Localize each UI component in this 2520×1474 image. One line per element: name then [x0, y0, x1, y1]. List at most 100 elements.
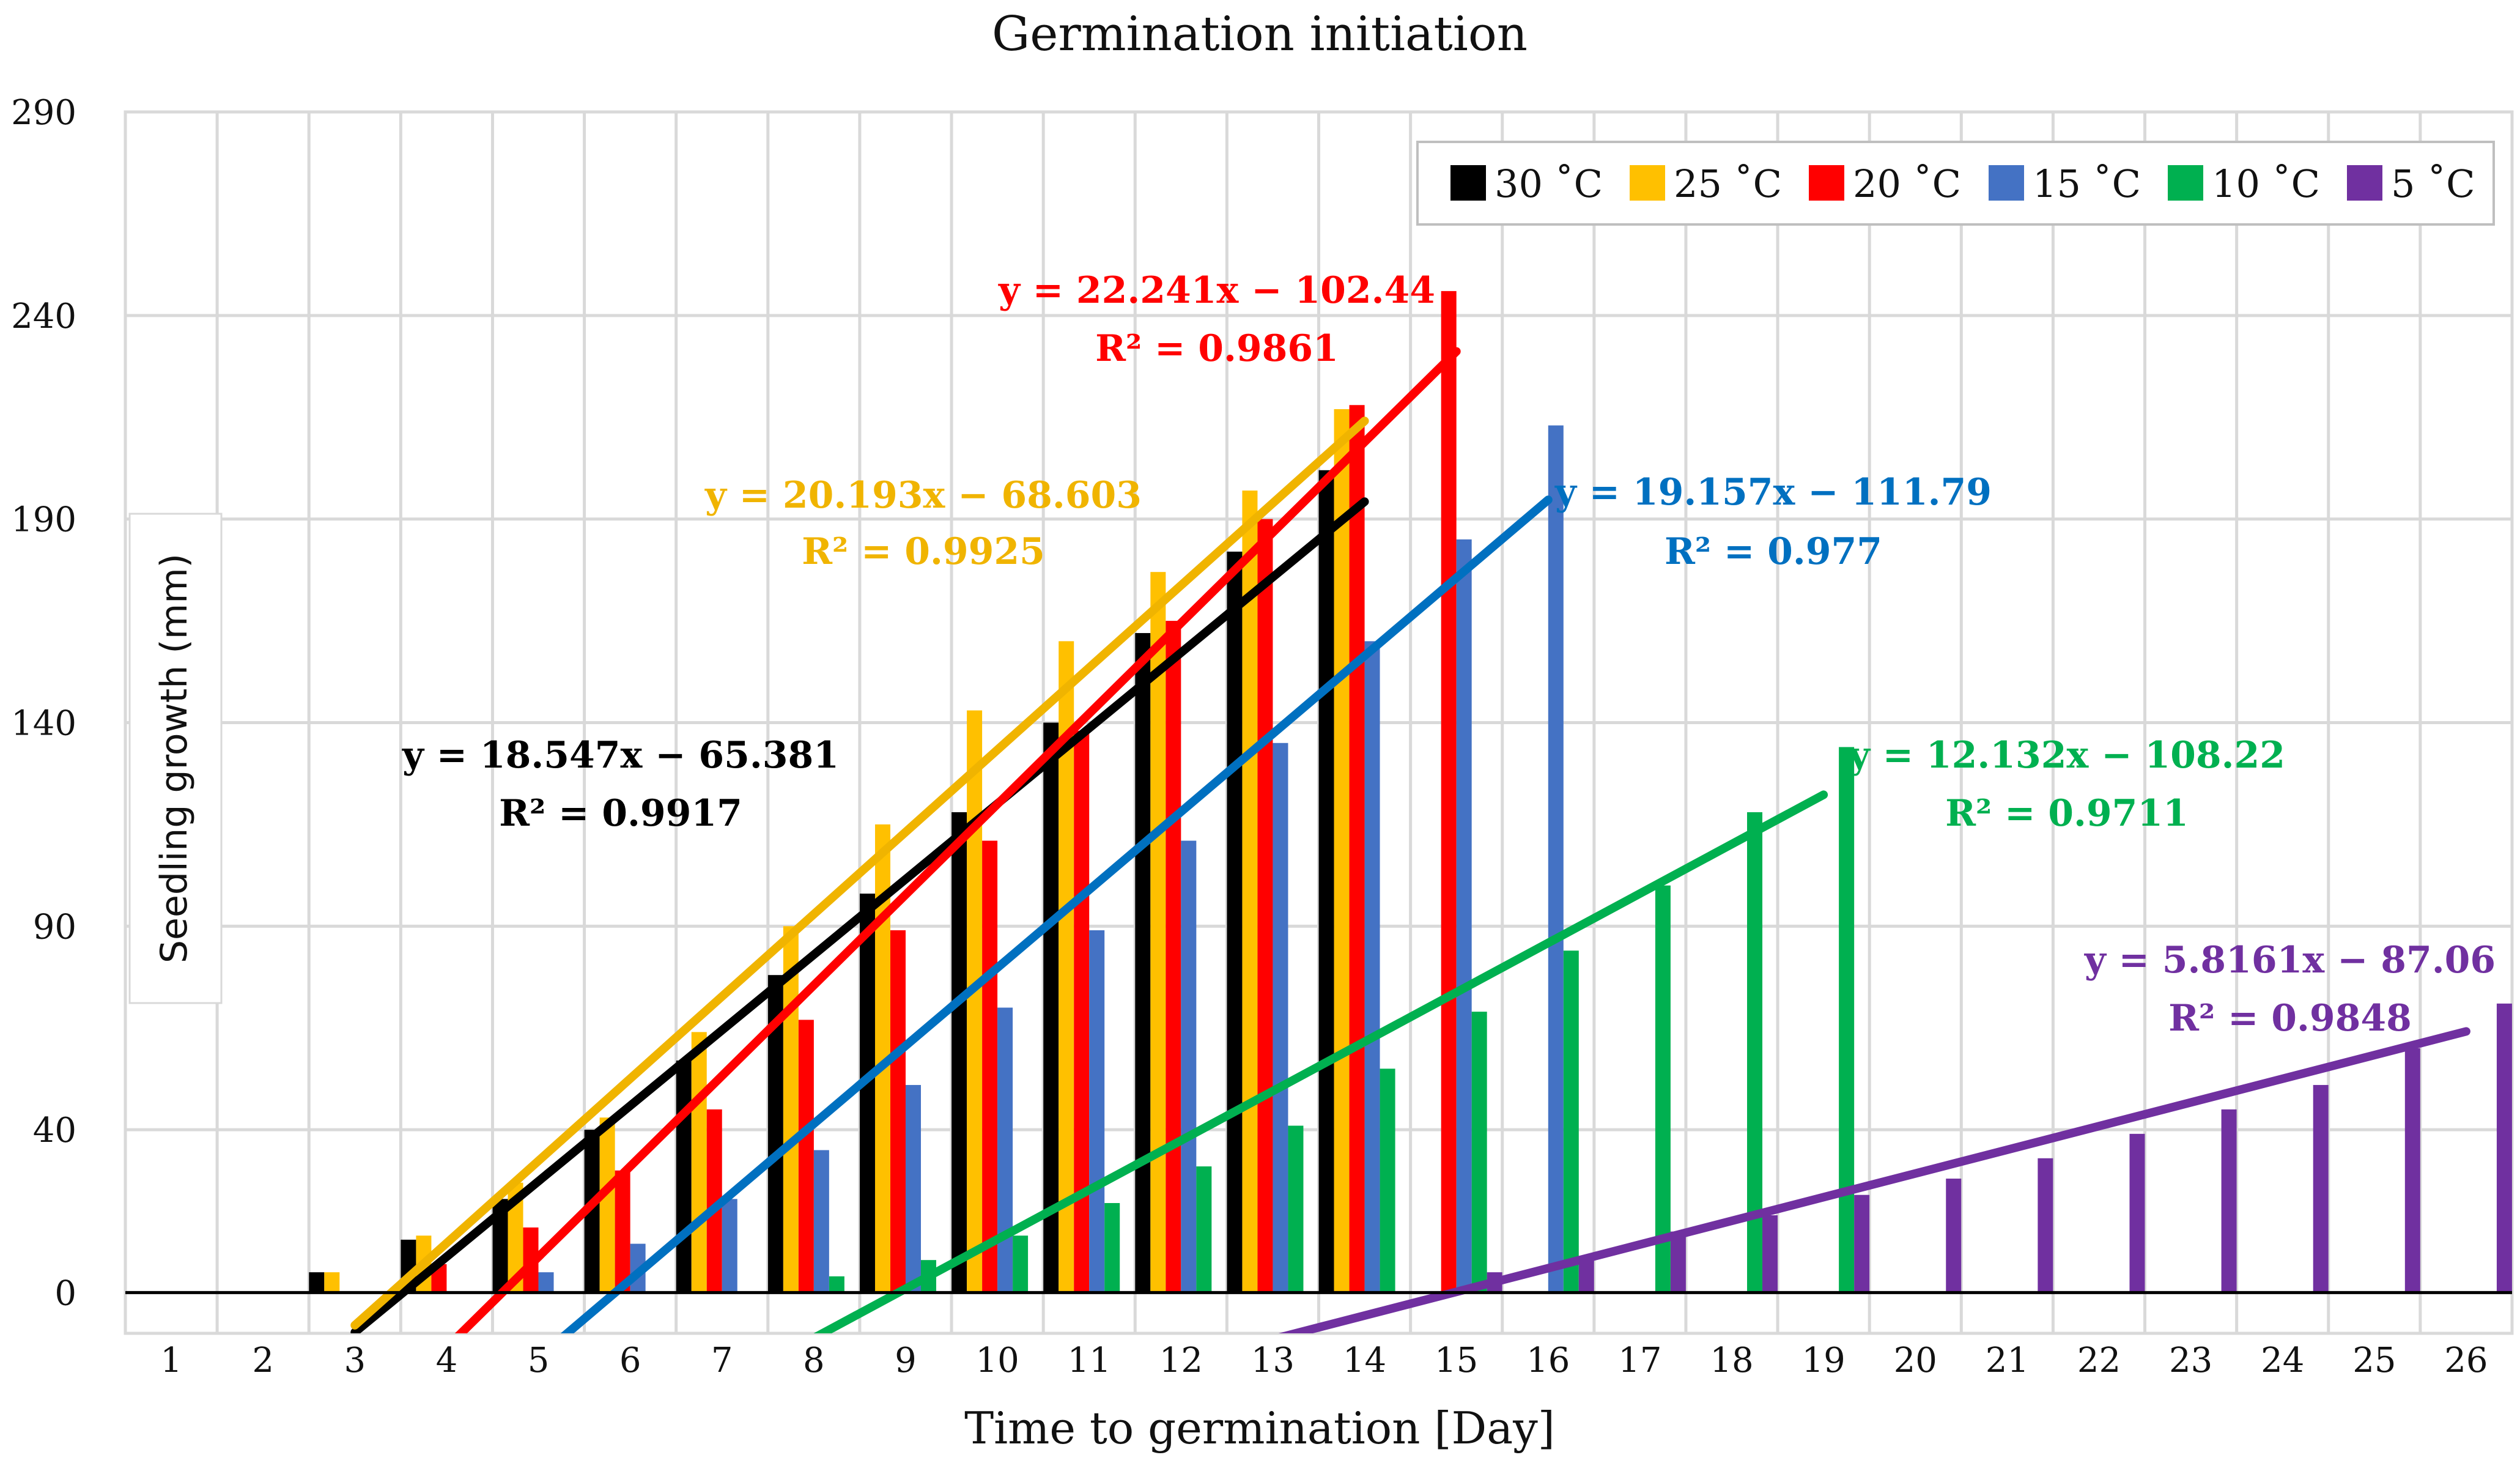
trendline-group: [350, 347, 2470, 1333]
legend-label: 25 ˚C: [1674, 161, 1782, 206]
bar: [1456, 539, 1472, 1293]
bar: [1273, 743, 1288, 1293]
x-tick-label: 4: [436, 1341, 458, 1380]
y-axis-title-box: [128, 513, 223, 1004]
x-tick-label: 15: [1435, 1341, 1478, 1380]
bar: [967, 710, 983, 1293]
bar: [2496, 1003, 2512, 1293]
x-tick-label: 8: [803, 1341, 825, 1380]
legend-box: [1416, 141, 2495, 226]
bar: [1471, 1012, 1487, 1293]
trendline-r2: R² = 0.9917: [499, 792, 742, 835]
x-tick-label: 26: [2444, 1341, 2488, 1380]
trendline-equation: y = 20.193x − 68.603: [704, 474, 1142, 517]
trendline-r2: R² = 0.9711: [1945, 792, 2189, 835]
y-axis-label: Seedling growth (mm): [153, 554, 196, 963]
legend-label: 15 ˚C: [2033, 161, 2141, 206]
bar: [859, 894, 875, 1293]
x-tick-label: 18: [1710, 1341, 1753, 1380]
trendline-equation: y = 5.8161x − 87.06: [2084, 939, 2496, 982]
x-axis-label: Time to germination [Day]: [964, 1402, 1555, 1454]
bar: [890, 930, 906, 1293]
bar: [1257, 519, 1273, 1293]
bar: [309, 1272, 325, 1293]
bar: [1380, 1068, 1395, 1293]
trendline-equation: y = 19.157x − 111.79: [1554, 471, 1992, 514]
legend-swatch: [1630, 165, 1665, 201]
bar: [829, 1276, 844, 1293]
bar: [2313, 1084, 2329, 1293]
y-tick-label: 290: [11, 93, 76, 133]
bar: [1364, 641, 1380, 1293]
bar: [1578, 1260, 1594, 1293]
bar: [2404, 1048, 2420, 1293]
x-tick-label: 6: [619, 1341, 641, 1380]
trendline-r2: R² = 0.9848: [2168, 997, 2412, 1040]
x-tick-label: 22: [2077, 1341, 2121, 1380]
trendline: [350, 497, 1369, 1333]
y-tick-label: 90: [33, 907, 76, 947]
chart-title: Germination initiation: [992, 7, 1528, 62]
bar: [2038, 1158, 2053, 1293]
legend-swatch: [1450, 165, 1486, 201]
bar: [905, 1084, 921, 1293]
bar: [676, 1061, 692, 1293]
x-tick-label: 1: [160, 1341, 182, 1380]
bar: [1334, 409, 1350, 1293]
bar: [1013, 1235, 1029, 1293]
legend-swatch: [1809, 165, 1844, 201]
bar: [615, 1170, 630, 1293]
bar: [691, 1032, 707, 1293]
y-tick-label: 140: [11, 704, 76, 744]
x-tick-label: 21: [1986, 1341, 2029, 1380]
trendline: [813, 790, 1828, 1333]
bar: [1181, 840, 1197, 1293]
trendline-equations: y = 18.547x − 65.381 R² = 0.9917 y = 20.19…: [402, 269, 2496, 1040]
y-tick-label: 40: [33, 1111, 76, 1150]
bar: [1563, 950, 1579, 1293]
x-tick-label: 24: [2261, 1341, 2304, 1380]
y-tick-label: 190: [11, 500, 76, 540]
bar: [951, 812, 967, 1293]
x-tick-label: 5: [528, 1341, 550, 1380]
trendline: [454, 347, 1461, 1333]
trendline-equation: y = 22.241x − 102.44: [998, 269, 1435, 312]
bar: [1349, 405, 1365, 1293]
x-tick-label: 3: [344, 1341, 366, 1380]
legend-label: 30 ˚C: [1495, 161, 1603, 206]
x-tick-label: 7: [711, 1341, 733, 1380]
trendline-r2: R² = 0.9925: [802, 530, 1045, 573]
bar: [1762, 1215, 1778, 1293]
bar: [1150, 572, 1166, 1293]
bar: [1441, 291, 1457, 1293]
bar: [1670, 1231, 1686, 1293]
bar: [813, 1150, 829, 1293]
x-tick-label: 20: [1894, 1341, 1937, 1380]
bar: [783, 926, 799, 1293]
x-tick-label: 23: [2169, 1341, 2212, 1380]
bar: [2129, 1133, 2145, 1293]
bar: [599, 1117, 615, 1293]
x-tick-label: 14: [1343, 1341, 1386, 1380]
x-tick-label: 10: [975, 1341, 1019, 1380]
trendline-equation: y = 18.547x − 65.381: [402, 734, 839, 777]
bar: [1318, 470, 1334, 1293]
trendline-r2: R² = 0.9861: [1095, 327, 1339, 370]
bar: [1288, 1125, 1304, 1293]
y-axis-title: Seedling growth (mm): [128, 513, 223, 1004]
bar: [722, 1199, 737, 1293]
legend-swatch: [1989, 165, 2024, 201]
bar: [1227, 551, 1243, 1293]
trendlines: [350, 347, 2470, 1333]
x-tick-label: 12: [1159, 1341, 1203, 1380]
bar: [1074, 730, 1090, 1293]
legend-label: 10 ˚C: [2212, 161, 2320, 206]
bar: [1043, 722, 1059, 1293]
x-tick-label: 9: [895, 1341, 917, 1380]
trendline: [1278, 1027, 2470, 1333]
grid: [124, 110, 2514, 1335]
y-tick-label: 240: [11, 297, 76, 336]
bar: [1196, 1166, 1212, 1293]
